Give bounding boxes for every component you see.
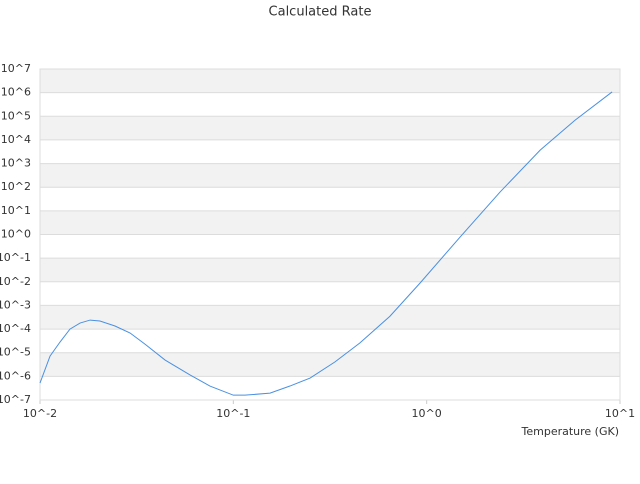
y-tick-label: 10^5 bbox=[1, 109, 31, 122]
x-tick-label: 10^-2 bbox=[23, 407, 57, 420]
y-tick-label: 10^-7 bbox=[0, 393, 31, 406]
chart-title: Calculated Rate bbox=[269, 5, 372, 20]
grid-band bbox=[40, 305, 620, 330]
x-axis-label: Temperature (GK) bbox=[521, 425, 620, 438]
y-tick-label: 10^7 bbox=[1, 62, 31, 75]
y-tick-label: 10^0 bbox=[1, 228, 31, 241]
grid-band bbox=[40, 163, 620, 188]
y-tick-label: 10^-3 bbox=[0, 298, 31, 311]
y-tick-label: 10^-2 bbox=[0, 275, 31, 288]
y-tick-label: 10^-5 bbox=[0, 346, 31, 359]
x-tick-label: 10^0 bbox=[412, 407, 442, 420]
y-tick-label: 10^-6 bbox=[0, 369, 31, 382]
grid-band bbox=[40, 258, 620, 282]
y-tick-label: 10^6 bbox=[1, 86, 31, 99]
y-tick-label: 10^1 bbox=[1, 204, 31, 217]
grid-band bbox=[40, 116, 620, 140]
x-tick-label: 10^1 bbox=[605, 407, 635, 420]
y-tick-label: 10^2 bbox=[1, 180, 31, 193]
plot-border bbox=[39, 68, 621, 401]
x-tick-label: 10^-1 bbox=[216, 407, 250, 420]
y-tick-label: 10^-4 bbox=[0, 322, 31, 335]
grid-band bbox=[40, 69, 620, 93]
grid-band bbox=[40, 210, 620, 235]
y-tick-label: 10^4 bbox=[1, 133, 31, 146]
y-tick-label: 10^-1 bbox=[0, 251, 31, 264]
y-tick-label: 10^3 bbox=[1, 157, 31, 170]
data-line bbox=[39, 91, 613, 396]
